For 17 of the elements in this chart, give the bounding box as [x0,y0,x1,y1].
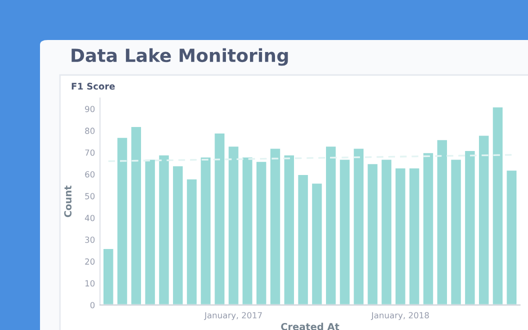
line-series [108,154,512,162]
x-tick-label: January, 2018 [370,312,429,320]
y-axis-title: Count [64,186,72,218]
y-tick-label: 90 [85,106,95,112]
y-tick-label: 60 [85,171,95,178]
y-tick-label: 30 [85,236,95,243]
chart-title: Data Lake Monitoring [72,48,288,66]
y-tick-label: 70 [85,149,95,156]
y-tick-label: 0 [90,302,95,308]
y-tick-label: 40 [84,214,95,222]
y-tick-label: 80 [85,128,95,134]
y-tick-label: 20 [85,258,95,265]
x-tick-label: January, 2017 [204,312,262,320]
chart-subtitle: F1 Score [72,82,115,90]
y-tick-label: 50 [85,193,95,200]
x-axis-title: Created At [281,322,340,330]
y-tick-label: 10 [85,280,95,286]
